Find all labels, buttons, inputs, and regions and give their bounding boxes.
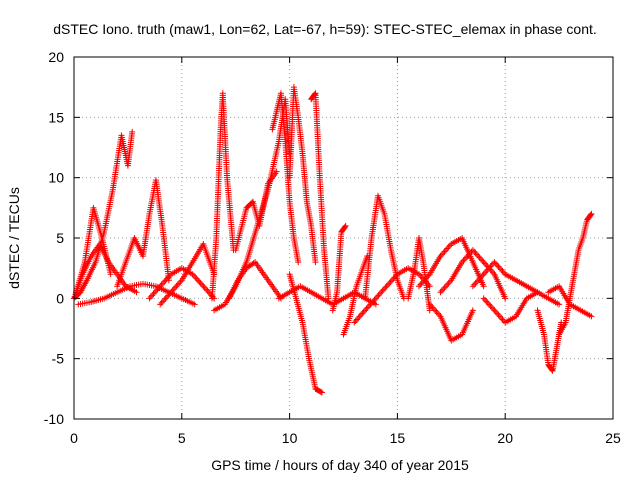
data-series-arc bbox=[308, 90, 332, 302]
x-tick-label: 5 bbox=[178, 430, 186, 446]
x-tick-label: 0 bbox=[70, 430, 78, 446]
data-series-arc bbox=[208, 90, 237, 302]
y-tick-label: 5 bbox=[56, 230, 64, 246]
data-series-arc bbox=[226, 259, 284, 302]
data-series-arc bbox=[329, 222, 349, 314]
data-series-arc bbox=[426, 301, 476, 344]
x-tick-label: 20 bbox=[497, 430, 513, 446]
data-series-arc bbox=[286, 84, 319, 266]
y-tick-label: -10 bbox=[44, 411, 64, 427]
data-series-arc bbox=[556, 210, 595, 338]
y-tick-label: 0 bbox=[56, 290, 64, 306]
chart-title: dSTEC Iono. truth (maw1, Lon=62, Lat=-67… bbox=[53, 21, 597, 37]
x-tick-label: 10 bbox=[282, 430, 298, 446]
data-series-arc bbox=[157, 241, 218, 308]
data-series-arc bbox=[534, 307, 565, 374]
data-series-arc bbox=[437, 247, 509, 302]
y-tick-label: 15 bbox=[48, 109, 64, 125]
y-axis-label: dSTEC / TECUs bbox=[6, 187, 22, 289]
axes: 0 5 10 15 20 25 -10 -5 0 5 10 15 20 bbox=[44, 49, 621, 446]
data-series-arc bbox=[545, 283, 595, 320]
data-points bbox=[71, 84, 595, 396]
data-series-arc bbox=[362, 192, 407, 302]
y-tick-label: 20 bbox=[48, 49, 64, 65]
data-series-arc bbox=[469, 259, 541, 296]
x-axis-label: GPS time / hours of day 340 of year 2015 bbox=[211, 457, 469, 473]
y-tick-label: 10 bbox=[48, 170, 64, 186]
data-series-arc bbox=[114, 177, 172, 290]
data-series-arc bbox=[232, 168, 280, 254]
x-tick-label: 25 bbox=[605, 430, 621, 446]
y-tick-label: -5 bbox=[52, 351, 65, 367]
data-series-arc bbox=[415, 235, 487, 290]
data-series-arc bbox=[340, 253, 371, 338]
x-tick-label: 15 bbox=[390, 430, 406, 446]
data-series-arc bbox=[480, 289, 563, 326]
